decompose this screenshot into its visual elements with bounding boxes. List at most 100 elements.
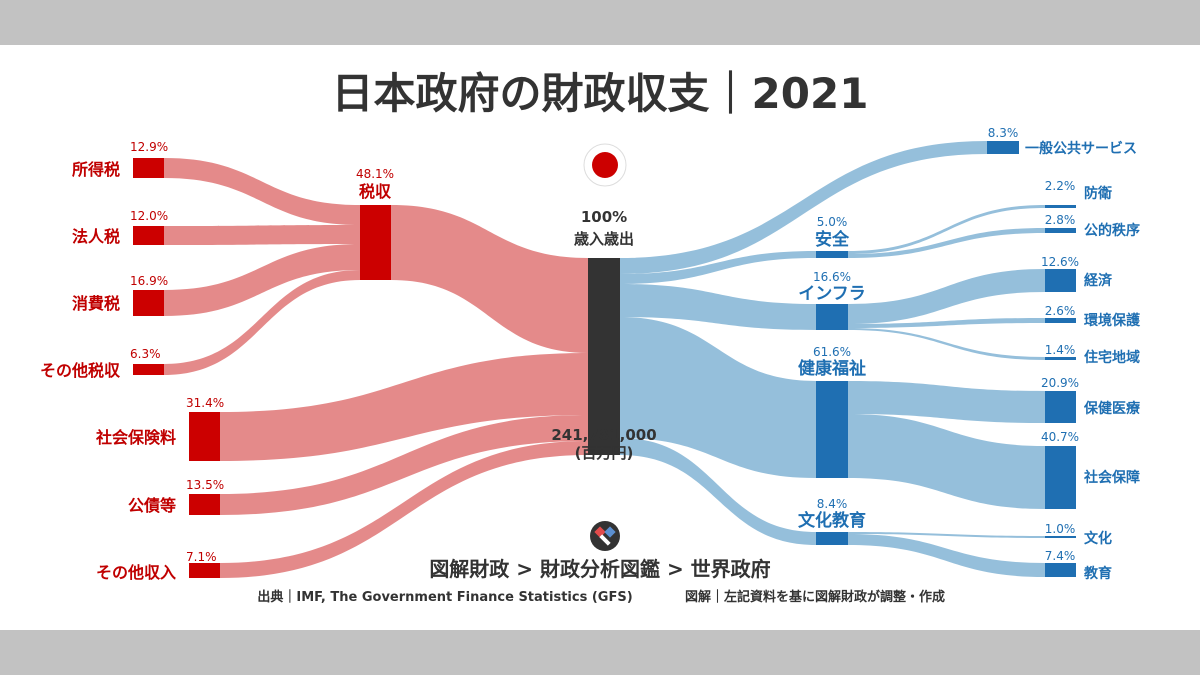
node-expense-7: [1045, 357, 1076, 360]
flow-center-to-1: [620, 251, 816, 284]
revenue-pct-label: 13.5%: [186, 478, 224, 492]
flow-leaf-2: [848, 205, 1045, 254]
expense-pct-label: 5.0%: [817, 215, 848, 229]
node-expense-4: [816, 304, 848, 330]
expense-pct-label: 2.8%: [1045, 213, 1076, 227]
expense-category-label: インフラ: [798, 284, 866, 304]
revenue-pct-label: 7.1%: [186, 550, 217, 564]
breadcrumb[interactable]: 図解財政 > 財政分析図鑑 > 世界政府: [429, 557, 770, 581]
zukai-zaisei-logo-icon: [590, 521, 620, 551]
revenue-name-label: 消費税: [72, 294, 120, 313]
center-unit-label: (百万円): [575, 444, 634, 462]
center-name-label: 歳入歳出: [574, 230, 634, 248]
credit-note: 図解｜左記資料を基に図解財政が調整・作成: [685, 589, 945, 605]
expense-pct-label: 1.0%: [1045, 522, 1076, 536]
expense-name-label: 住宅地域: [1084, 349, 1140, 366]
center-pct-label: 100%: [581, 208, 627, 226]
node-revenue-7: [189, 563, 220, 578]
expense-pct-label: 7.4%: [1045, 549, 1076, 563]
expense-name-label: 環境保護: [1084, 312, 1141, 329]
revenue-name-label: 公債等: [128, 496, 176, 515]
japan-flag-icon: [583, 143, 627, 187]
flow-7: [220, 441, 588, 578]
node-revenue-6: [189, 494, 220, 515]
flow-leaf-13: [848, 534, 1045, 577]
node-expense-5: [1045, 269, 1076, 292]
flow-center-to-0: [620, 141, 987, 274]
flow-1: [164, 225, 360, 245]
node-revenue-5: [189, 412, 220, 461]
tax-name-label: 税収: [359, 182, 392, 201]
expense-name-label: 経済: [1084, 272, 1113, 289]
flow-center-to-11: [620, 438, 816, 545]
expense-name-label: 一般公共サービス: [1025, 140, 1137, 157]
node-expense-13: [1045, 563, 1076, 577]
expense-pct-label: 8.4%: [817, 497, 848, 511]
revenue-name-label: その他税収: [40, 361, 121, 380]
flow-leaf-10: [848, 414, 1045, 509]
node-revenue-1: [133, 226, 164, 245]
expense-category-label: 健康福祉: [798, 358, 866, 379]
flow-leaf-5: [848, 269, 1045, 324]
expense-pct-label: 16.6%: [813, 270, 851, 284]
revenue-pct-label: 12.9%: [130, 140, 168, 154]
expense-category-label: 文化教育: [798, 510, 866, 531]
node-expense-3: [1045, 228, 1076, 233]
page-title: 日本政府の財政収支｜2021: [332, 69, 869, 118]
expense-pct-label: 2.6%: [1045, 304, 1076, 318]
node-tax-revenue: [360, 205, 391, 280]
revenue-pct-label: 6.3%: [130, 347, 161, 361]
expense-pct-label: 8.3%: [988, 126, 1019, 140]
node-center-total: [588, 258, 620, 455]
flow-center-to-8: [620, 317, 816, 478]
node-expense-2: [1045, 205, 1076, 208]
flow-3: [164, 270, 360, 375]
node-expense-8: [816, 381, 848, 478]
node-expense-0: [987, 141, 1019, 154]
flow-leaf-12: [848, 532, 1045, 538]
expense-pct-label: 12.6%: [1041, 255, 1079, 269]
revenue-pct-label: 31.4%: [186, 396, 224, 410]
expense-pct-label: 2.2%: [1045, 179, 1076, 193]
node-expense-9: [1045, 391, 1076, 423]
node-expense-12: [1045, 536, 1076, 538]
center-total-value: 241,781,000: [551, 426, 656, 444]
revenue-name-label: 所得税: [72, 160, 120, 179]
flow-leaf-9: [848, 381, 1045, 423]
expense-name-label: 社会保障: [1083, 469, 1140, 486]
revenue-name-label: その他収入: [96, 563, 176, 582]
node-revenue-3: [133, 364, 164, 375]
node-expense-10: [1045, 446, 1076, 509]
node-expense-6: [1045, 318, 1076, 323]
node-revenue-0: [133, 158, 164, 178]
revenue-name-label: 社会保険料: [95, 428, 176, 447]
flow-2: [164, 244, 360, 316]
expense-name-label: 防衛: [1084, 185, 1112, 202]
expense-pct-label: 61.6%: [813, 345, 851, 359]
revenue-pct-label: 16.9%: [130, 274, 168, 288]
expense-name-label: 文化: [1084, 530, 1112, 547]
expense-category-label: 安全: [815, 229, 850, 250]
flow-5: [220, 353, 588, 461]
node-expense-1: [816, 251, 848, 258]
flow-leaf-6: [848, 318, 1045, 328]
expense-pct-label: 40.7%: [1041, 430, 1079, 444]
node-revenue-2: [133, 290, 164, 316]
expense-name-label: 教育: [1084, 565, 1112, 582]
flow-0: [164, 158, 360, 225]
expense-pct-label: 1.4%: [1045, 343, 1076, 357]
source-note: 出典｜IMF, The Government Finance Statistic…: [257, 589, 632, 605]
tax-pct-label: 48.1%: [356, 167, 394, 181]
flow-center-to-4: [620, 284, 816, 330]
expense-name-label: 保健医療: [1083, 400, 1141, 417]
flow-leaf-3: [848, 228, 1045, 258]
flow-6: [220, 415, 588, 515]
node-expense-11: [816, 532, 848, 545]
nodes: [133, 141, 1076, 578]
flows: [164, 141, 1045, 578]
expense-name-label: 公的秩序: [1084, 222, 1140, 239]
flow-tax-to-center: [391, 205, 588, 353]
revenue-pct-label: 12.0%: [130, 209, 168, 223]
